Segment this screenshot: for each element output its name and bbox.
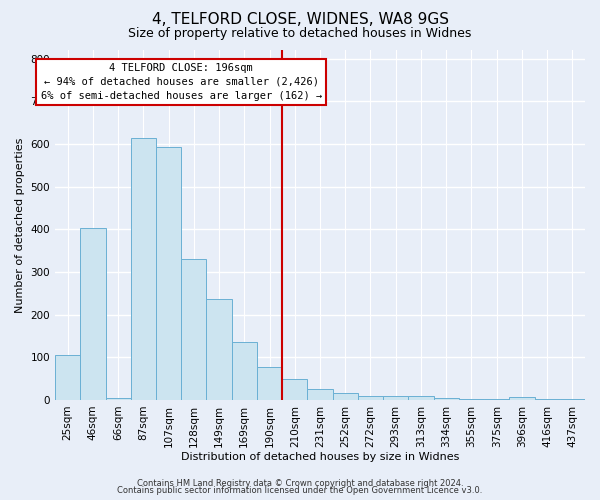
Bar bbox=[106, 398, 131, 400]
Text: Contains public sector information licensed under the Open Government Licence v3: Contains public sector information licen… bbox=[118, 486, 482, 495]
Bar bbox=[80, 228, 106, 400]
Bar bbox=[358, 396, 383, 400]
Text: 4 TELFORD CLOSE: 196sqm
← 94% of detached houses are smaller (2,426)
6% of semi-: 4 TELFORD CLOSE: 196sqm ← 94% of detache… bbox=[41, 63, 322, 101]
Bar bbox=[257, 366, 282, 400]
Bar bbox=[509, 396, 535, 400]
Bar bbox=[332, 392, 358, 400]
Bar bbox=[55, 355, 80, 400]
Bar bbox=[181, 259, 206, 400]
Bar bbox=[459, 398, 484, 400]
Bar bbox=[232, 342, 257, 400]
Bar bbox=[560, 398, 585, 400]
Bar bbox=[383, 396, 409, 400]
Bar bbox=[307, 390, 332, 400]
Bar bbox=[131, 138, 156, 400]
Text: Size of property relative to detached houses in Widnes: Size of property relative to detached ho… bbox=[128, 28, 472, 40]
Bar bbox=[156, 148, 181, 400]
Text: 4, TELFORD CLOSE, WIDNES, WA8 9GS: 4, TELFORD CLOSE, WIDNES, WA8 9GS bbox=[151, 12, 449, 28]
Bar bbox=[282, 378, 307, 400]
Y-axis label: Number of detached properties: Number of detached properties bbox=[15, 138, 25, 312]
Text: Contains HM Land Registry data © Crown copyright and database right 2024.: Contains HM Land Registry data © Crown c… bbox=[137, 478, 463, 488]
Bar bbox=[206, 299, 232, 400]
X-axis label: Distribution of detached houses by size in Widnes: Distribution of detached houses by size … bbox=[181, 452, 459, 462]
Bar bbox=[535, 398, 560, 400]
Bar bbox=[484, 398, 509, 400]
Bar bbox=[434, 398, 459, 400]
Bar bbox=[409, 396, 434, 400]
